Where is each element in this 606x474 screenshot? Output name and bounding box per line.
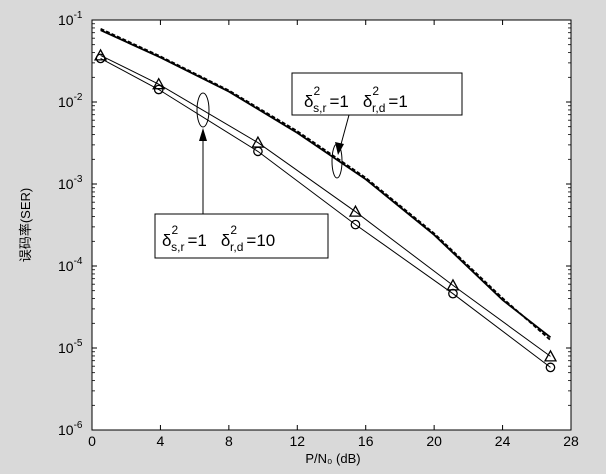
circle-marker	[95, 53, 106, 64]
x-tick-label: 28	[563, 433, 579, 449]
circle-marker	[153, 84, 164, 95]
x-tick-label: 8	[225, 433, 233, 449]
y-tick-label: 10-3	[58, 174, 83, 192]
triangle-marker	[543, 349, 558, 362]
circle-marker	[545, 362, 556, 373]
x-tick-label: 24	[495, 433, 511, 449]
callout-arrow-top	[339, 114, 350, 149]
circle-marker	[350, 219, 361, 230]
series-line-2	[100, 57, 551, 368]
triangle-marker	[152, 77, 166, 90]
x-tick-label: 4	[157, 433, 165, 449]
annotation-box-top	[291, 72, 463, 116]
x-tick-label: 16	[358, 433, 374, 449]
annotation-bottom-label: δ2 s,r =1 δ2 r,d =10	[162, 223, 275, 254]
x-tick-label: 0	[88, 433, 96, 449]
arrowhead-bottom	[199, 128, 207, 141]
annotation-box-bottom	[154, 213, 329, 259]
series-line-1	[100, 54, 551, 357]
series-line-4	[100, 27, 552, 341]
y-tick-label: 10-6	[58, 420, 83, 438]
data-series	[93, 27, 558, 373]
annotation-top-label: δ2 s,r =1 δ2 r,d =1	[304, 84, 408, 115]
triangle-marker	[348, 204, 363, 217]
series-line-3	[100, 29, 552, 339]
arrowhead-top	[335, 142, 344, 155]
y-tick-label: 10-2	[58, 92, 83, 110]
x-tick-label: 20	[426, 433, 442, 449]
x-tick-label: 12	[289, 433, 305, 449]
axis-ticks: 0 4 8 12 16 20 24 28 10-1 10-2 10-3 10-4 10-5 10-6	[58, 10, 579, 449]
y-axis-label: 误码率(SER)	[18, 188, 33, 262]
callout-ellipse-bottom	[196, 92, 210, 128]
circle-marker	[253, 146, 263, 157]
y-tick-label: 10-5	[58, 338, 83, 356]
y-tick-label: 10-1	[58, 10, 83, 28]
circle-marker	[448, 288, 458, 299]
x-axis-label: P/N₀ (dB)	[305, 451, 360, 466]
y-tick-label: 10-4	[58, 256, 83, 274]
